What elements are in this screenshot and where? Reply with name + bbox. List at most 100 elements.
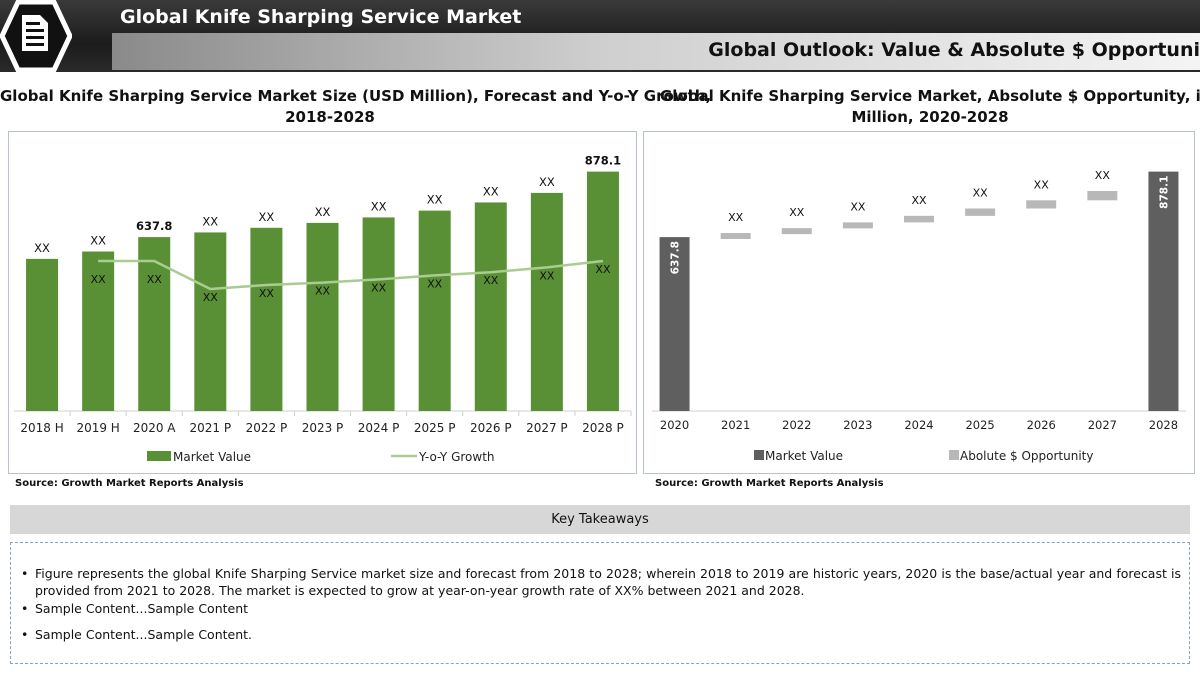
absolute-opportunity-chart: 637.8 2020 XX 2021 XX 2022 XX 2023 XX 2024 XX 2025 X…	[652, 169, 1186, 463]
bar-total-market-value	[659, 237, 690, 411]
bar-market-value	[586, 171, 619, 411]
right-chart-source: Source: Growth Market Reports Analysis	[655, 478, 884, 489]
growth-value-label: XX	[203, 291, 219, 304]
right-chart-title-line1: Global Knife Sharping Service Market, Ab…	[660, 87, 1200, 105]
left-chart-title-line1: Global Knife Sharping Service Market Siz…	[0, 87, 712, 105]
growth-value-label: XX	[427, 277, 443, 290]
right-chart-panel: 637.8 2020 XX 2021 XX 2022 XX 2023 XX 2024 XX 2025 X…	[643, 131, 1195, 474]
x-tick-label: 2022 P	[246, 421, 288, 435]
bar-value-label: XX	[427, 193, 443, 207]
growth-value-label: XX	[371, 281, 387, 294]
bar-increment-label: XX	[1095, 169, 1111, 182]
bar-increment-label: XX	[728, 211, 744, 224]
x-tick-label: 2023 P	[302, 421, 344, 435]
yoy-growth-line	[98, 259, 604, 291]
growth-value-label: XX	[147, 273, 163, 286]
left-chart-title-line2: 2018-2028	[285, 108, 375, 126]
left-chart-title: Global Knife Sharping Service Market Siz…	[0, 86, 712, 128]
takeaway-text-3: Sample Content...Sample Content.	[35, 627, 253, 642]
bar-increment-label: XX	[911, 194, 927, 207]
bar-market-value	[474, 202, 507, 411]
page-subtitle: Global Outlook: Value & Absolute $ Oppor…	[708, 39, 1200, 61]
takeaway-item-3: • Sample Content...Sample Content.	[21, 626, 1181, 643]
bullet-icon: •	[21, 566, 29, 581]
growth-value-label: XX	[595, 263, 611, 276]
bar-absolute-opportunity	[904, 215, 934, 223]
x-tick-label: 2022	[782, 418, 811, 432]
bar-market-value	[194, 232, 227, 411]
legend-opportunity-label: Abolute $ Opportunity	[960, 449, 1093, 463]
takeaway-item-2: • Sample Content...Sample Content	[21, 600, 1181, 617]
bar-market-value	[138, 237, 171, 411]
legend-market-value-label: Market Value	[765, 449, 843, 463]
bar-market-value	[418, 210, 451, 411]
bullet-icon: •	[21, 601, 29, 616]
bar-value-label: XX	[371, 199, 387, 213]
bar-absolute-opportunity	[965, 208, 996, 216]
bar-value-label: XX	[483, 184, 499, 198]
x-tick-label: 2027 P	[526, 421, 568, 435]
bar-increment-label: XX	[973, 186, 989, 199]
bar-absolute-opportunity	[720, 233, 751, 240]
report-document-icon	[0, 0, 73, 73]
x-tick-label: 2025	[965, 418, 994, 432]
bar-market-value	[530, 192, 563, 411]
bar-value-label: XX	[202, 214, 218, 228]
growth-value-label: XX	[259, 287, 275, 300]
bar-value-label: XX	[90, 234, 106, 248]
x-tick-label: 2025 P	[414, 421, 456, 435]
legend-growth-label: Y-o-Y Growth	[418, 450, 495, 464]
x-tick-label: 2021 P	[190, 421, 232, 435]
market-size-chart: XX 2018 H XX 2019 H 637.8 2020 A XX 2021 P XX 202…	[14, 154, 632, 464]
bar-value-label: 878.1	[585, 154, 621, 168]
x-tick-label: 2019 H	[76, 421, 119, 435]
x-tick-label: 2026 P	[470, 421, 512, 435]
bar-total-value-label: 878.1	[1158, 176, 1170, 209]
bar-increment-label: XX	[850, 200, 866, 213]
x-tick-label: 2020 A	[133, 421, 176, 435]
bar-absolute-opportunity	[1026, 200, 1057, 209]
bar-absolute-opportunity	[1087, 191, 1118, 201]
bar-market-value	[306, 222, 339, 411]
left-chart-source: Source: Growth Market Reports Analysis	[15, 478, 244, 489]
takeaway-item-1: • Figure represents the global Knife Sha…	[21, 565, 1181, 599]
takeaway-text-2: Sample Content...Sample Content	[35, 601, 249, 616]
growth-value-label: XX	[539, 269, 555, 282]
x-tick-label: 2027	[1088, 418, 1117, 432]
bar-total-value-label: 637.8	[670, 241, 682, 274]
bar-value-label: XX	[34, 241, 50, 255]
bar-value-label: XX	[539, 175, 555, 189]
key-takeaways-box: • Figure represents the global Knife Sha…	[10, 542, 1190, 664]
x-tick-label: 2028	[1149, 418, 1178, 432]
x-tick-label: 2028 P	[582, 421, 624, 435]
legend-market-value-swatch	[754, 450, 764, 460]
left-chart-panel: XX 2018 H XX 2019 H 637.8 2020 A XX 2021 P XX 202…	[8, 131, 637, 474]
bar-absolute-opportunity	[842, 222, 873, 229]
x-tick-label: 2024	[904, 418, 933, 432]
right-chart-title: Global Knife Sharping Service Market, Ab…	[660, 86, 1200, 128]
bar-value-label: XX	[259, 210, 275, 224]
bar-market-value	[26, 258, 59, 411]
bullet-icon: •	[21, 627, 29, 642]
x-tick-label: 2024 P	[358, 421, 400, 435]
growth-value-label: XX	[91, 273, 107, 286]
takeaway-text-1: Figure represents the global Knife Sharp…	[35, 566, 1181, 598]
bar-value-label: XX	[315, 205, 331, 219]
page-title: Global Knife Sharping Service Market	[120, 6, 522, 28]
growth-value-label: XX	[315, 285, 331, 298]
bar-value-label: 637.8	[136, 219, 172, 233]
growth-value-label: XX	[483, 274, 499, 287]
x-tick-label: 2020	[660, 418, 689, 432]
legend-market-value-label: Market Value	[173, 450, 251, 464]
bar-increment-label: XX	[1034, 178, 1050, 191]
bar-increment-label: XX	[789, 206, 805, 219]
legend-opportunity-swatch	[949, 450, 959, 460]
legend-market-value-swatch	[147, 451, 171, 461]
bar-total-market-value	[1148, 171, 1179, 411]
x-tick-label: 2026	[1027, 418, 1056, 432]
header-banner: Global Knife Sharping Service Market Glo…	[0, 0, 1200, 73]
x-tick-label: 2023	[843, 418, 872, 432]
bar-market-value	[362, 217, 395, 411]
bar-absolute-opportunity	[781, 228, 812, 235]
subtitle-bar: Global Outlook: Value & Absolute $ Oppor…	[112, 33, 1200, 70]
